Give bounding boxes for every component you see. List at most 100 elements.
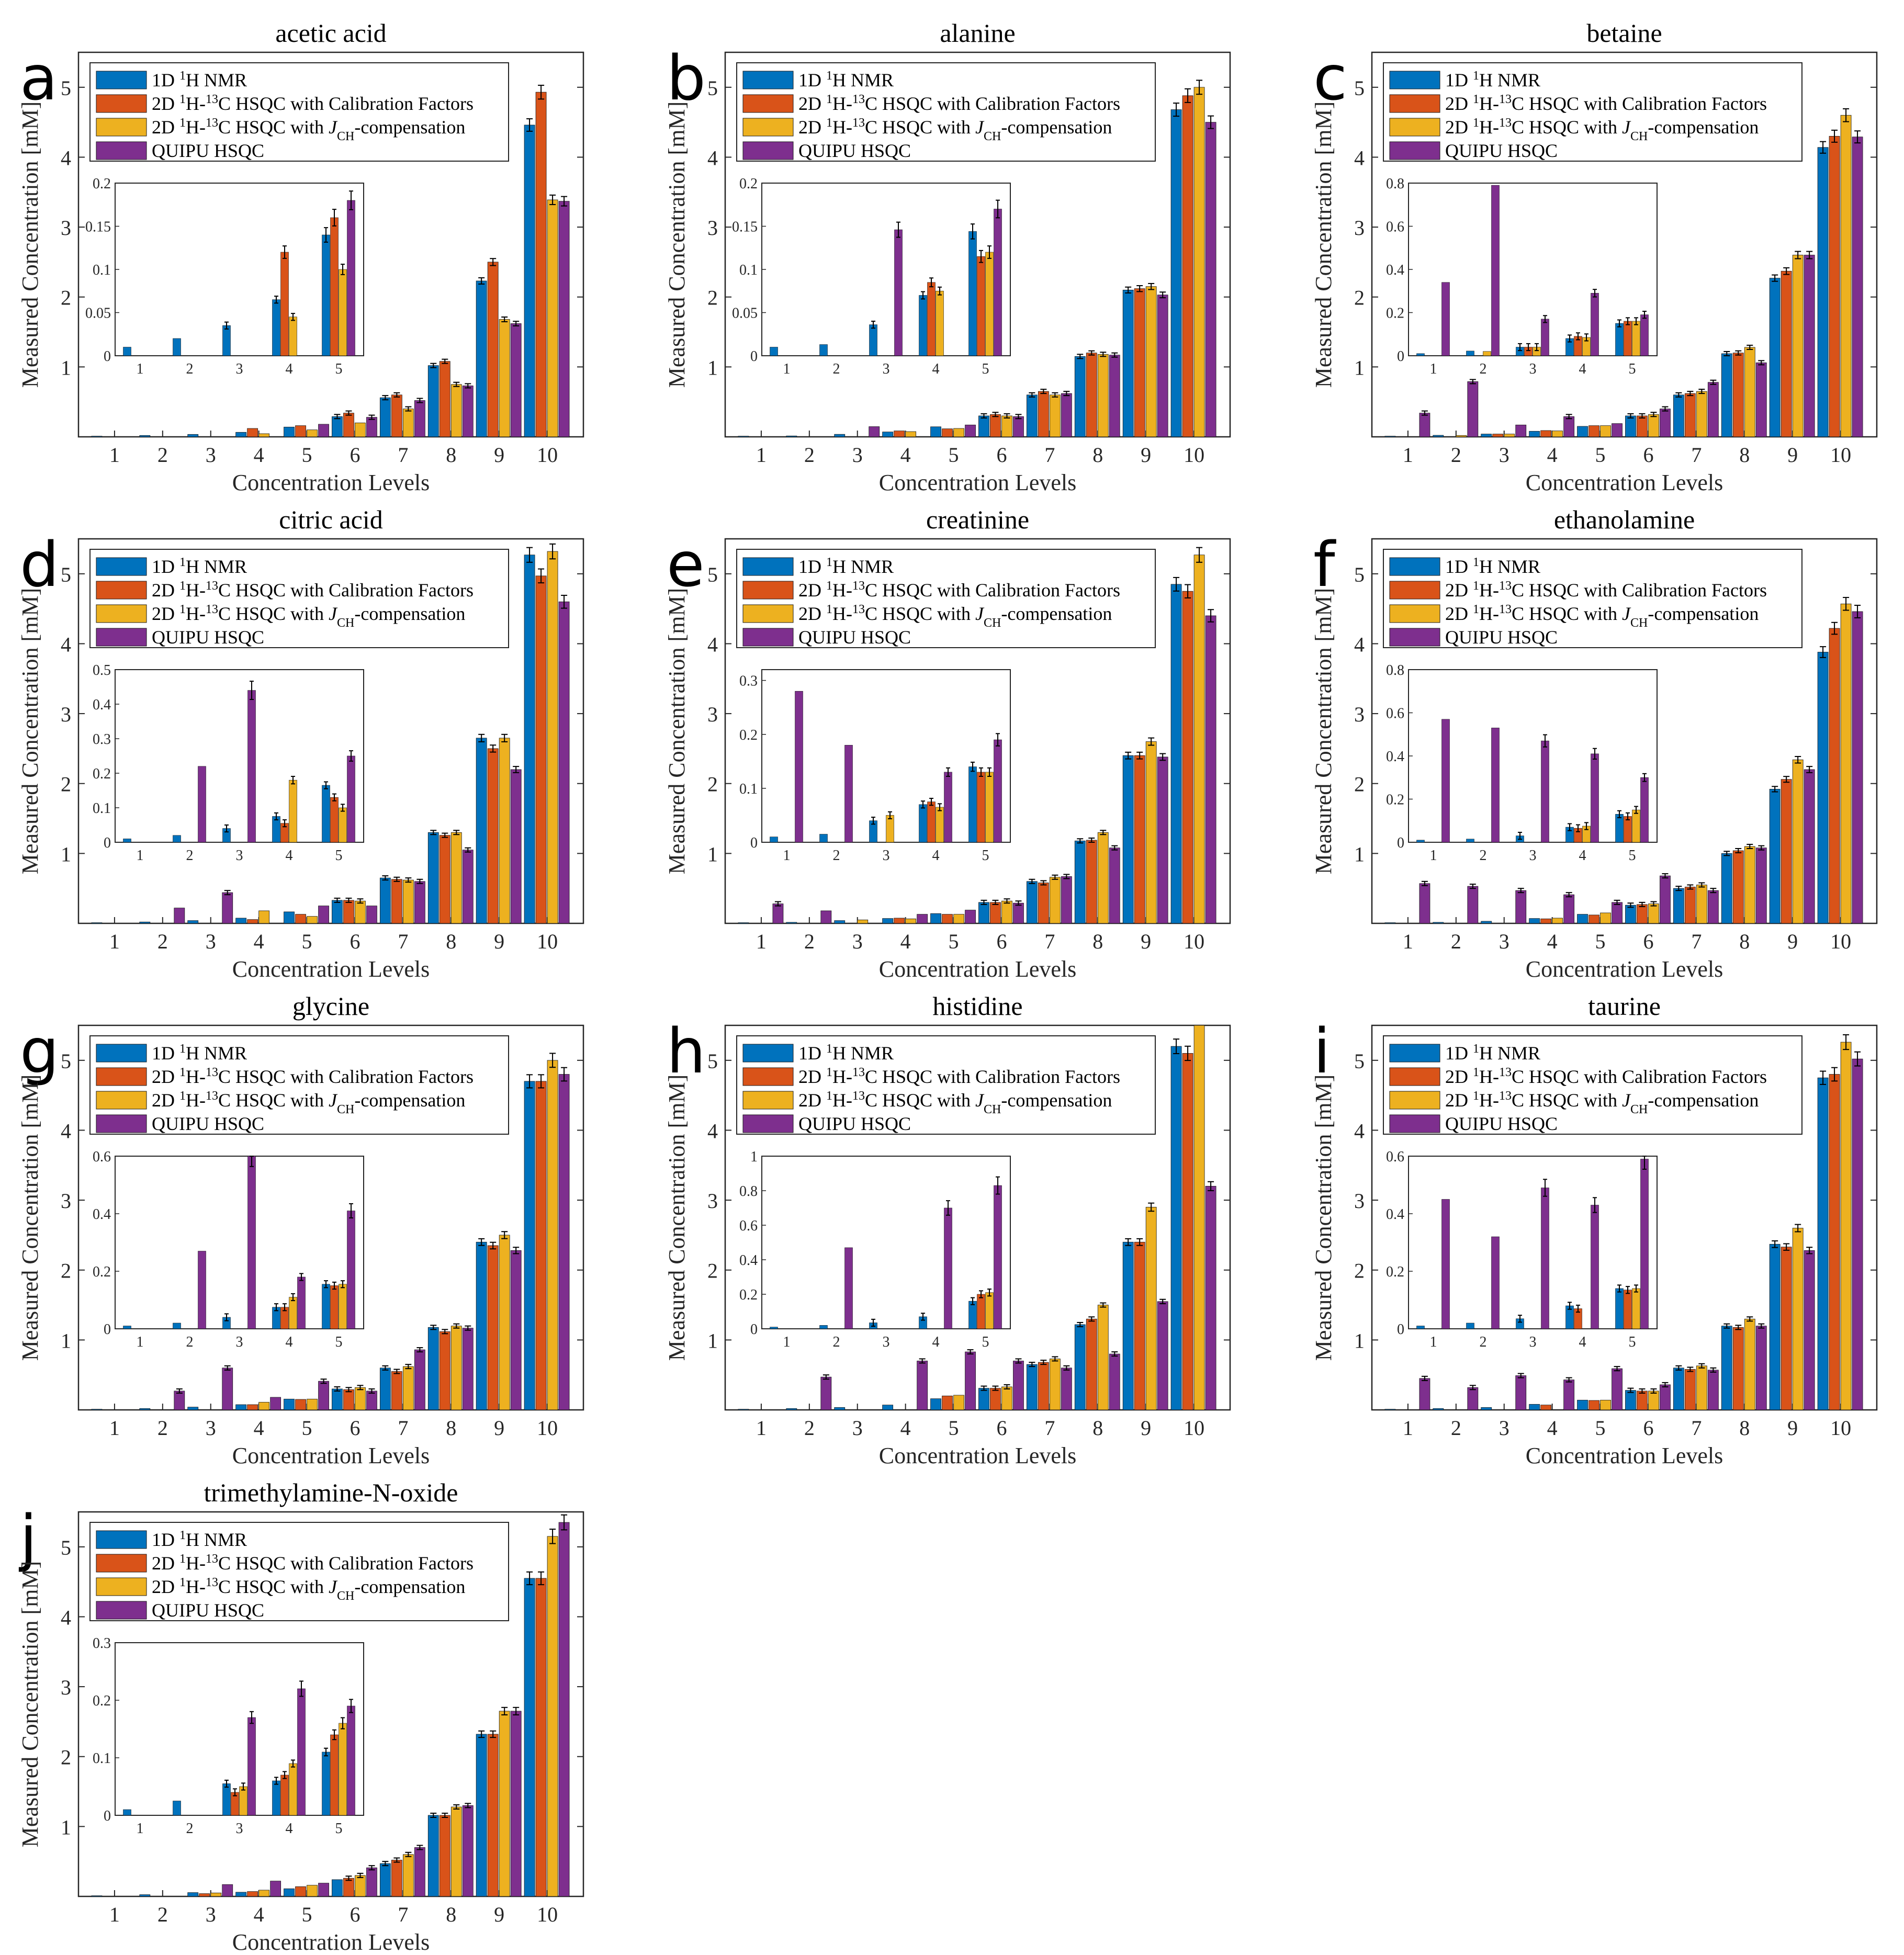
- bar: [1648, 414, 1659, 437]
- inset-x-tick-label: 2: [186, 361, 194, 377]
- chart-panel-h: h histidine 1 2 3 4 5 Measured Concentration [m…: [664, 991, 1231, 1468]
- y-axis-label: Measured Concentration [mM]: [1311, 1075, 1336, 1361]
- bar: [1648, 1391, 1659, 1410]
- bar: [1673, 394, 1684, 437]
- y-tick-label: 4: [61, 1606, 71, 1629]
- legend-swatch: [742, 557, 794, 576]
- legend-box: [736, 62, 1156, 162]
- bar: [414, 1847, 425, 1897]
- legend-swatch: [96, 557, 147, 576]
- x-tick-label: 1: [756, 930, 767, 953]
- bar: [1792, 1228, 1804, 1410]
- inset-y-tick-label: 0.4: [93, 1206, 111, 1223]
- bar: [270, 1397, 281, 1410]
- inset-bar: [936, 290, 944, 356]
- inset-y-tick-label: 0.1: [93, 262, 111, 278]
- x-tick-label: 2: [157, 930, 168, 953]
- legend-entry: QUIPU HSQC: [152, 627, 264, 648]
- bar: [1817, 1077, 1829, 1410]
- inset-bar: [968, 766, 977, 843]
- inset-bar: [886, 815, 894, 843]
- inset-bar: [1541, 319, 1549, 356]
- bar: [1157, 756, 1168, 924]
- bar: [1001, 900, 1012, 924]
- y-tick-label: 3: [61, 703, 71, 726]
- bar: [1086, 1318, 1097, 1410]
- bar: [258, 910, 270, 924]
- y-tick-label: 3: [61, 1676, 71, 1699]
- inset-bar: [1615, 814, 1624, 843]
- legend-swatch: [1389, 94, 1440, 113]
- bar: [820, 1376, 832, 1410]
- x-tick-label: 5: [949, 443, 959, 467]
- y-axis-label: Measured Concentration [mM]: [664, 101, 690, 388]
- inset-bar: [1632, 321, 1640, 356]
- legend-entry: 2D 1H-13C HSQC with Calibration Factors: [798, 93, 1120, 114]
- bar: [1696, 391, 1707, 437]
- bar: [1829, 1074, 1840, 1410]
- bar: [772, 903, 784, 924]
- inset-bar: [347, 200, 355, 356]
- bar: [905, 431, 917, 437]
- bar: [1419, 413, 1430, 437]
- chart-panel-i: i taurine 1 2 3 4 5 Measured Concentration [mM]…: [1311, 991, 1878, 1468]
- legend-swatch: [96, 628, 147, 647]
- inset-bar: [280, 252, 289, 356]
- bar: [1157, 295, 1168, 437]
- bar: [1600, 912, 1611, 924]
- inset: 0 0.2 0.4 0.6 1 2 3 4 5: [1386, 1149, 1658, 1350]
- bar: [978, 1388, 989, 1410]
- bar: [1481, 1407, 1492, 1410]
- bar: [1038, 1362, 1049, 1410]
- legend-swatch: [1389, 628, 1440, 647]
- legend-swatch: [1389, 1044, 1440, 1063]
- chart-panel-d: d citric acid 1 2 3 4 5 Measured Concentration …: [17, 505, 584, 982]
- x-tick-label: 5: [949, 1416, 959, 1440]
- x-tick-label: 8: [446, 1903, 456, 1926]
- inset-bar: [272, 1780, 280, 1816]
- bar: [834, 434, 846, 437]
- bar: [1205, 1185, 1216, 1410]
- x-tick-label: 2: [157, 1416, 168, 1440]
- bar: [1755, 847, 1767, 924]
- chart-title: betaine: [1586, 18, 1662, 48]
- y-tick-label: 2: [61, 773, 71, 796]
- bar: [894, 431, 905, 437]
- legend-box: [1383, 549, 1802, 648]
- inset-x-tick-label: 3: [236, 1821, 243, 1837]
- x-tick-label: 4: [900, 443, 911, 467]
- y-tick-label: 5: [1354, 563, 1365, 586]
- bar: [535, 575, 547, 924]
- bar: [1049, 1359, 1061, 1410]
- x-tick-label: 8: [1092, 443, 1103, 467]
- x-tick-label: 6: [1643, 443, 1653, 467]
- legend-swatch: [742, 1044, 794, 1063]
- bar: [247, 919, 258, 924]
- bar: [1540, 918, 1552, 924]
- y-tick-label: 1: [61, 356, 71, 379]
- inset-bar: [1466, 1323, 1474, 1329]
- chart-panel-g: g glycine 1 2 3 4 5 Measured Concentration [mM]…: [17, 991, 584, 1468]
- inset-bar: [1591, 1205, 1599, 1329]
- bar: [499, 319, 510, 437]
- bar: [1612, 902, 1623, 924]
- bar: [917, 914, 928, 924]
- bar: [487, 748, 499, 924]
- legend-entry: QUIPU HSQC: [1445, 627, 1558, 648]
- bar: [270, 1881, 281, 1897]
- x-axis-label: Concentration Levels: [232, 470, 430, 495]
- y-tick-label: 5: [61, 1049, 71, 1073]
- x-tick-label: 1: [109, 930, 120, 953]
- inset-y-tick-label: 0.3: [93, 731, 111, 748]
- x-tick-label: 9: [1787, 443, 1798, 467]
- inset-x-tick-label: 5: [982, 1334, 989, 1350]
- inset-bar: [297, 1688, 306, 1816]
- legend-swatch: [1389, 118, 1440, 137]
- inset-y-tick-label: 0.2: [93, 176, 111, 192]
- bar: [1673, 1368, 1684, 1410]
- legend-swatch: [742, 141, 794, 160]
- bar: [187, 1407, 199, 1410]
- bar: [174, 1391, 185, 1410]
- bar: [391, 1371, 402, 1410]
- x-tick-label: 7: [1044, 443, 1055, 467]
